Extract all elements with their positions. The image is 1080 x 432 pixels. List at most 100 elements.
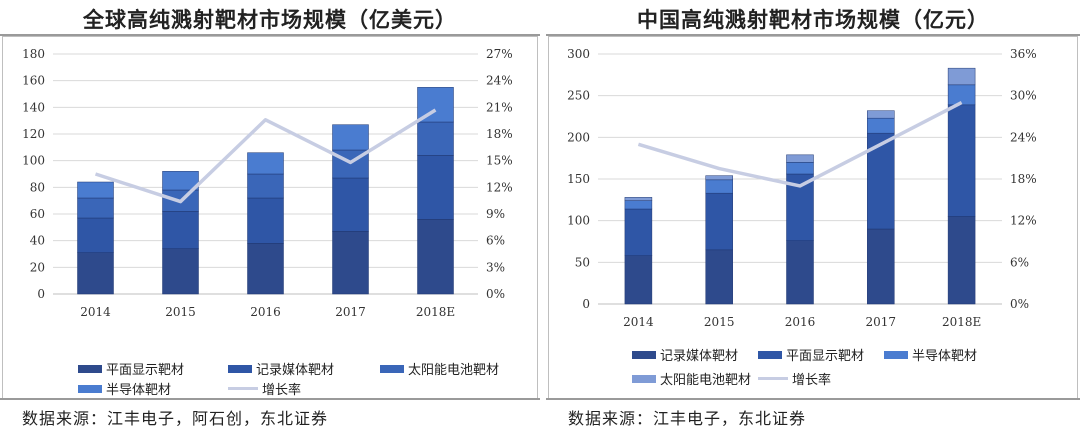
legend-swatch: [228, 364, 252, 373]
x-tick-label: 2015: [704, 315, 735, 329]
bar-segment: [705, 192, 733, 251]
legend-swatch: [632, 374, 656, 383]
chart-title: 中国高纯溅射靶材市场规模（亿元）: [637, 7, 989, 32]
title-divider: [546, 34, 1080, 36]
legend-swatch: [758, 350, 782, 359]
bar-segment: [162, 171, 199, 191]
legend-line-swatch: [228, 387, 258, 390]
y-tick-label: 250: [567, 89, 590, 103]
legend-item: 太阳能电池靶材: [632, 369, 751, 388]
bar-segment: [947, 104, 976, 217]
y2-tick-label: 24%: [1010, 130, 1037, 144]
bar-segment: [624, 200, 653, 210]
bar-segment: [77, 197, 114, 219]
bar-segment: [247, 173, 284, 199]
y-tick-label: 40: [30, 234, 45, 248]
bar-segment: [247, 152, 284, 175]
source-note: 数据来源：江丰电子，东北证券: [568, 409, 807, 428]
x-tick-label: 2018E: [942, 315, 981, 329]
title-divider: [0, 34, 540, 36]
source-divider: [546, 398, 1080, 400]
y-tick-label: 120: [22, 127, 45, 141]
y2-tick-label: 9%: [486, 207, 505, 221]
bar-segment: [624, 255, 653, 305]
bar-segment: [705, 175, 733, 181]
china-market-chart-panel: 中国高纯溅射靶材市场规模（亿元） 0 50 100 150 200 250 300 0% 6% 1…: [546, 0, 1080, 432]
y2-tick-label: 0%: [1010, 297, 1029, 311]
bar-segment: [786, 240, 814, 305]
y2-tick-label: 27%: [486, 47, 513, 61]
y-tick-label: 20: [30, 260, 45, 274]
chart-title: 全球高纯溅射靶材市场规模（亿美元）: [83, 7, 457, 32]
chart-frame: [2, 36, 538, 399]
bar-segment: [947, 67, 976, 86]
legend-swatch: [884, 350, 908, 359]
y-tick-label: 150: [567, 172, 590, 186]
bar-segment: [77, 252, 114, 295]
y-tick-label: 100: [22, 154, 45, 168]
bar-segment: [705, 179, 733, 194]
bar-segment: [162, 248, 199, 295]
x-tick-label: 2016: [785, 315, 816, 329]
legend-item: 半导体靶材: [884, 345, 977, 364]
y2-tick-label: 12%: [486, 180, 513, 194]
bar-segment: [417, 219, 454, 295]
china-market-chart: 0 50 100 150 200 250 300 0% 6% 12% 18% 24% 30% 36% 201…: [567, 47, 1037, 329]
y2-tick-label: 30%: [1010, 89, 1037, 103]
legend-label: 半导体靶材: [106, 383, 172, 398]
bar-segment: [947, 84, 976, 106]
bar-segment: [705, 249, 733, 305]
legend-swatch: [380, 364, 404, 373]
y-tick-label: 140: [22, 100, 45, 114]
bar-segment: [247, 243, 284, 295]
bar-segment: [786, 162, 814, 175]
legend-label: 增长率: [262, 383, 302, 398]
x-tick-label: 2018E: [416, 305, 455, 319]
x-tick-label: 2014: [80, 305, 111, 319]
y2-tick-label: 18%: [1010, 172, 1037, 186]
legend-label: 记录媒体靶材: [660, 349, 739, 364]
x-tick-label: 2016: [250, 305, 281, 319]
y2-tick-label: 6%: [1010, 255, 1029, 269]
legend-item: 平面显示靶材: [758, 345, 864, 364]
bar-segment: [624, 208, 653, 256]
legend-label: 增长率: [792, 373, 832, 388]
bar-segment: [867, 117, 895, 134]
bar-segment: [867, 110, 895, 119]
legend-label: 平面显示靶材: [786, 349, 865, 364]
y2-tick-label: 15%: [486, 154, 513, 168]
legend-item: 半导体靶材: [78, 379, 171, 398]
y-tick-label: 100: [567, 214, 590, 228]
legend-item: 记录媒体靶材: [632, 345, 738, 364]
bar-segment: [162, 211, 199, 249]
y-tick-label: 200: [567, 130, 590, 144]
source-note: 数据来源：江丰电子，阿石创，东北证券: [22, 409, 329, 428]
y-tick-label: 50: [575, 255, 590, 269]
legend-label: 太阳能电池靶材: [660, 373, 752, 388]
chart-frame: [548, 36, 1078, 399]
y2-tick-label: 3%: [486, 260, 505, 274]
y-tick-label: 180: [22, 47, 45, 61]
legend-swatch: [632, 350, 656, 359]
y2-tick-label: 24%: [486, 74, 513, 88]
bar-segment: [77, 217, 114, 253]
x-tick-label: 2015: [165, 305, 196, 319]
global-market-chart-panel: 全球高纯溅射靶材市场规模（亿美元） 0 20 40 60 80 100 120 140 160 1…: [0, 7, 540, 428]
bar-segment: [332, 124, 369, 151]
legend-label: 平面显示靶材: [106, 363, 185, 378]
bar-segment: [624, 197, 653, 201]
legend-line-swatch: [758, 377, 788, 380]
y2-tick-label: 36%: [1010, 47, 1037, 61]
bar-segment: [786, 154, 814, 163]
bar-segment: [947, 216, 976, 305]
y-tick-label: 160: [22, 74, 45, 88]
bar-segment: [417, 121, 454, 156]
legend-item: 增长率: [228, 379, 301, 398]
y-tick-label: 0: [37, 287, 45, 301]
y2-tick-label: 18%: [486, 127, 513, 141]
legend-swatch: [78, 364, 102, 373]
y2-tick-label: 0%: [486, 287, 505, 301]
x-tick-label: 2017: [866, 315, 897, 329]
y2-tick-label: 12%: [1010, 214, 1037, 228]
legend-item: 太阳能电池靶材: [380, 359, 499, 378]
